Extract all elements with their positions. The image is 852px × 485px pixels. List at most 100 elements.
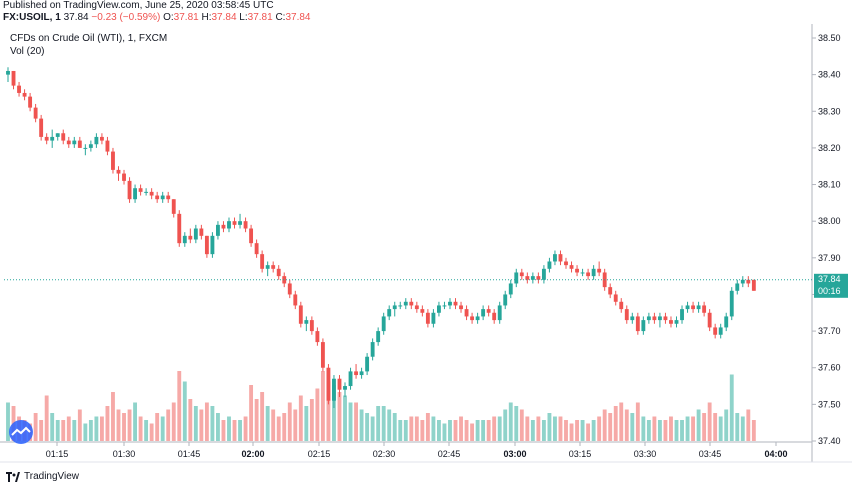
volume-bar bbox=[238, 420, 242, 441]
candle-body bbox=[470, 316, 475, 321]
volume-bar bbox=[210, 406, 215, 441]
candle-body bbox=[525, 276, 530, 280]
volume-legend[interactable]: Vol (20) bbox=[10, 46, 45, 57]
candle-body bbox=[99, 136, 104, 141]
candle-body bbox=[586, 272, 591, 277]
volume-bar bbox=[503, 409, 508, 441]
candle-body bbox=[553, 254, 557, 262]
volume-bar bbox=[94, 416, 99, 441]
candle-body bbox=[740, 279, 745, 284]
series-legend-title[interactable]: CFDs on Crude Oil (WTI), 1, FXCM bbox=[10, 33, 168, 44]
candle-body bbox=[55, 133, 60, 137]
candle-body bbox=[282, 276, 287, 284]
candle-body bbox=[674, 320, 679, 324]
candle-body bbox=[613, 294, 618, 302]
volume-bar bbox=[646, 420, 651, 441]
o-label: O: bbox=[163, 12, 174, 23]
grid bbox=[0, 24, 852, 463]
volume-bar bbox=[547, 413, 552, 441]
candle-body bbox=[66, 140, 71, 145]
volume-bar bbox=[166, 409, 171, 441]
candle-body bbox=[575, 268, 579, 273]
candle-body bbox=[166, 195, 171, 200]
candle-body bbox=[619, 301, 624, 310]
volume-bar bbox=[403, 420, 408, 441]
candle-body bbox=[199, 228, 204, 236]
candle-body bbox=[547, 261, 552, 269]
volume-bar bbox=[326, 381, 331, 441]
volume-bar bbox=[536, 416, 541, 441]
candle-body bbox=[425, 312, 430, 324]
candle-body bbox=[448, 301, 452, 306]
candle-body bbox=[22, 92, 27, 97]
volume-bar bbox=[6, 402, 10, 441]
candle-body bbox=[486, 309, 491, 313]
candle-body bbox=[44, 136, 49, 141]
candle-body bbox=[359, 371, 364, 376]
candle-body bbox=[624, 309, 629, 321]
volume-bar bbox=[414, 416, 419, 441]
volume-bar bbox=[287, 402, 292, 441]
y-tick-label: 37.40 bbox=[818, 436, 841, 446]
volume-bar bbox=[718, 416, 723, 441]
candle-body bbox=[182, 235, 187, 244]
price-tag-value: 37.84 bbox=[818, 274, 841, 284]
candle-body bbox=[657, 316, 662, 321]
candle-body bbox=[514, 272, 519, 284]
volume-bar bbox=[564, 420, 568, 441]
candle-body bbox=[646, 316, 651, 321]
candle-body bbox=[370, 342, 375, 357]
volume-bar bbox=[652, 416, 657, 441]
x-tick-label: 02:15 bbox=[308, 449, 331, 459]
time-axis[interactable]: 01:15 01:30 01:45 02:00 02:15 02:30 02:45 03:00… bbox=[46, 442, 788, 459]
candle-body bbox=[293, 294, 298, 306]
volume-bar bbox=[304, 406, 309, 441]
candle-body bbox=[276, 268, 281, 277]
volume-bar bbox=[99, 416, 104, 441]
candle-body bbox=[436, 305, 441, 313]
candle-body bbox=[508, 283, 513, 295]
candle-body bbox=[597, 268, 602, 273]
volume-bar bbox=[735, 413, 740, 441]
volume-bar bbox=[61, 420, 66, 441]
candle-body bbox=[348, 371, 353, 387]
volume-bar bbox=[144, 420, 149, 441]
volume-bar bbox=[365, 413, 370, 441]
candle-body bbox=[309, 320, 314, 332]
tradingview-brand[interactable]: TradingView bbox=[24, 471, 80, 482]
candle-body bbox=[718, 327, 723, 335]
candle-body bbox=[133, 188, 138, 200]
volume-bar bbox=[127, 409, 132, 441]
volume-bar bbox=[50, 413, 55, 441]
candle-body bbox=[149, 191, 154, 196]
h-label: H: bbox=[201, 12, 212, 23]
candle-body bbox=[39, 118, 44, 137]
volume-bar bbox=[569, 423, 574, 441]
last-value: 37.84 bbox=[63, 12, 89, 23]
candle-body bbox=[442, 305, 447, 307]
volume-bar bbox=[298, 395, 303, 441]
volume-bar bbox=[442, 423, 447, 441]
candle-body bbox=[558, 254, 563, 262]
candle-body bbox=[635, 316, 640, 332]
candle-body bbox=[221, 224, 226, 229]
candle-body bbox=[387, 309, 392, 317]
candle-body bbox=[298, 305, 303, 324]
volume-bar bbox=[630, 413, 635, 441]
x-tick-label: 02:00 bbox=[241, 449, 264, 459]
volume-bar bbox=[293, 409, 298, 441]
candle-body bbox=[337, 378, 342, 390]
volume-bar bbox=[171, 402, 176, 441]
volume-bar bbox=[481, 420, 486, 441]
volume-bar bbox=[182, 381, 187, 441]
volume-bar bbox=[354, 402, 358, 441]
volume-bar bbox=[83, 423, 88, 441]
candle-body bbox=[503, 294, 508, 306]
volume-bar bbox=[497, 416, 502, 441]
volume-bar bbox=[597, 416, 602, 441]
volume-bar bbox=[696, 409, 701, 441]
candle-body bbox=[238, 221, 242, 225]
volume-bar bbox=[392, 413, 397, 441]
price-axis[interactable]: 38.5038.4038.3038.2038.1038.0037.9037.80… bbox=[812, 33, 841, 446]
